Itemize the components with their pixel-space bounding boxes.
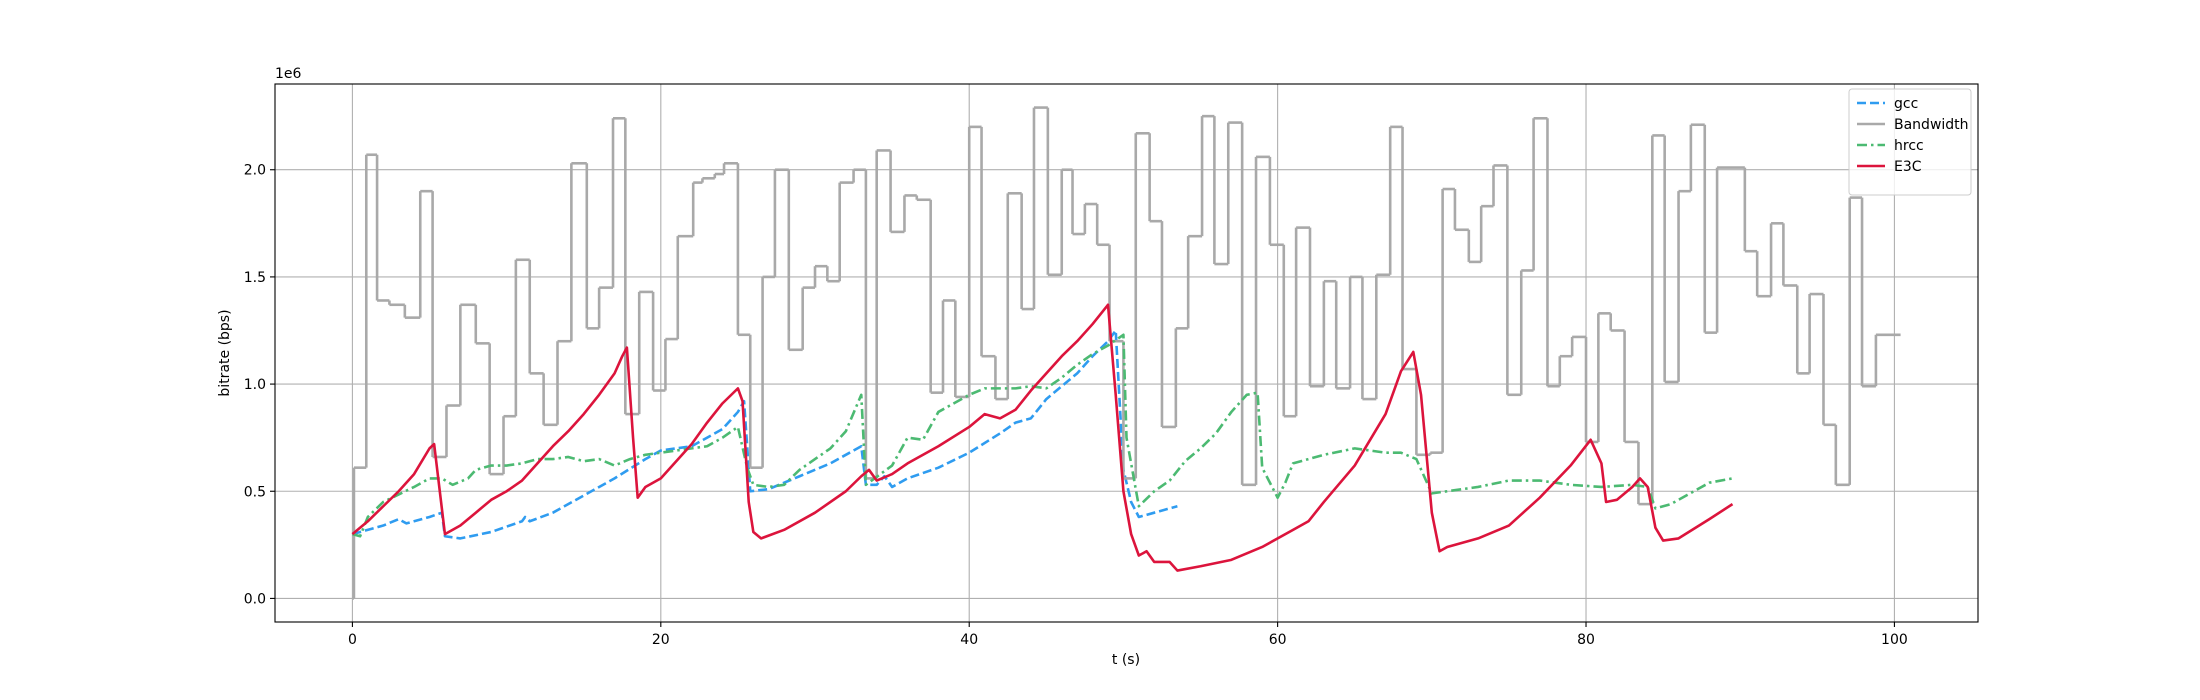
legend-label: Bandwidth	[1894, 117, 1969, 133]
y-tick-label: 0.0	[244, 591, 266, 607]
y-tick-label: 1.0	[244, 377, 266, 393]
series-line	[352, 333, 1733, 538]
legend-label: gcc	[1894, 96, 1918, 112]
y-tick-label: 1.5	[244, 270, 266, 286]
legend-label: E3C	[1894, 159, 1922, 175]
series-line	[351, 303, 1734, 572]
x-axis-label: t (s)	[1112, 652, 1140, 668]
y-offset-label: 1e6	[275, 66, 302, 82]
x-tick-label: 40	[960, 632, 978, 648]
legend: gcc Bandwidth hrcc E3C	[1848, 88, 1972, 196]
x-tick-label: 80	[1577, 632, 1595, 648]
y-tick-label: 0.5	[244, 484, 266, 500]
plot-area	[351, 106, 1901, 600]
series-line	[352, 329, 1178, 540]
x-tick-label: 60	[1269, 632, 1287, 648]
y-tick-label: 2.0	[244, 163, 266, 179]
axes-frame	[274, 83, 1979, 623]
x-tick-label: 0	[348, 632, 357, 648]
y-axis-label: bitrate (bps)	[217, 309, 233, 396]
x-tick-label: 20	[652, 632, 670, 648]
x-tick-label: 100	[1881, 632, 1908, 648]
legend-box	[1848, 88, 1972, 196]
legend-label: hrcc	[1894, 138, 1924, 154]
